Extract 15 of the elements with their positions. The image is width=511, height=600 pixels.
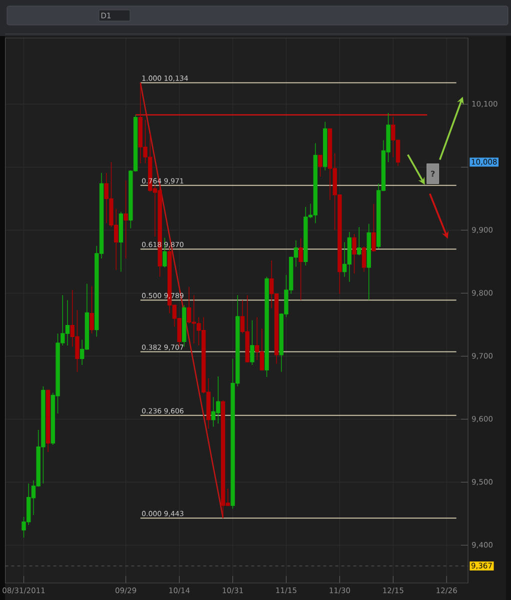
- candlestick: [372, 203, 376, 252]
- candlestick: [323, 121, 328, 171]
- candlestick: [250, 320, 254, 366]
- candlestick: [46, 389, 50, 452]
- candlestick: [366, 224, 371, 300]
- candlestick: [264, 276, 269, 378]
- candlestick: [118, 212, 124, 272]
- candlestick: [90, 286, 94, 334]
- candlestick: [318, 154, 322, 177]
- candlestick: [124, 180, 128, 259]
- candlestick: [298, 238, 303, 300]
- candlestick: [352, 234, 356, 274]
- candlestick: [362, 246, 366, 272]
- candlestick: [182, 304, 186, 348]
- annotation: ?: [431, 170, 435, 177]
